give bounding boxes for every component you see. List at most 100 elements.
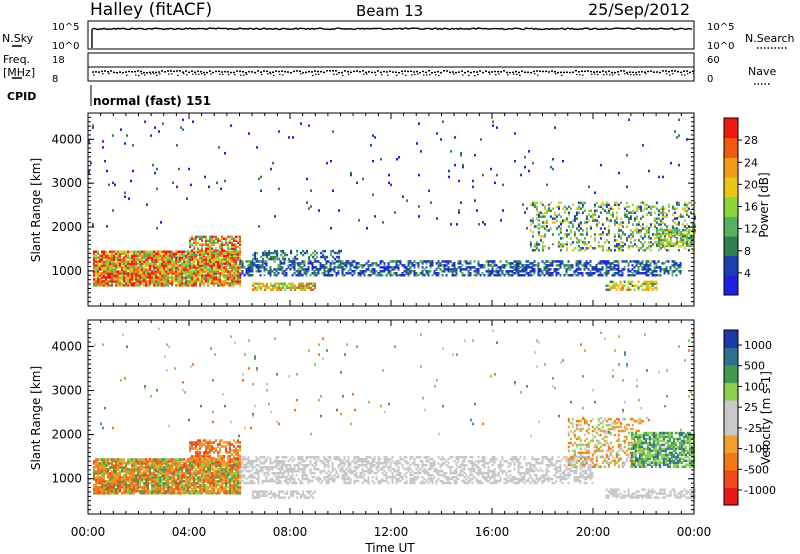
velocity-cell (137, 476, 140, 479)
velocity-cell (189, 466, 192, 469)
power-cell (249, 264, 252, 267)
power-cell (163, 260, 166, 263)
velocity-cell (143, 470, 146, 473)
freq-point (323, 71, 325, 74)
power-cell (123, 256, 126, 259)
velocity-cell (105, 460, 107, 463)
power-cell (559, 262, 562, 265)
power-cell (418, 173, 420, 177)
power-cell (599, 227, 602, 230)
velocity-cell (165, 464, 168, 467)
power-cell (682, 244, 685, 248)
power-cell (659, 266, 662, 269)
nave-point (228, 74, 230, 76)
power-cell (591, 266, 594, 269)
power-cell (231, 245, 233, 248)
power-cell (260, 255, 263, 259)
power-cell (101, 250, 103, 253)
power-cell (207, 284, 210, 287)
velocity-cell (151, 474, 154, 477)
power-cell (505, 264, 508, 267)
power-cell (103, 260, 105, 263)
power-cell (478, 223, 480, 226)
power-cell (265, 260, 268, 263)
power-cell (621, 249, 624, 252)
freq-point (482, 71, 484, 74)
power-cell (281, 262, 284, 265)
power-cell (167, 282, 170, 285)
power-cell (109, 278, 111, 281)
velocity-cell (107, 482, 109, 485)
power-cell (689, 201, 692, 205)
power-cell (183, 260, 186, 263)
power-cell (195, 274, 198, 277)
velocity-cell (93, 486, 95, 489)
power-cell (185, 260, 188, 263)
power-cell (639, 262, 642, 265)
power-cell (595, 201, 598, 205)
power-cell (637, 207, 640, 210)
power-cell (135, 254, 138, 257)
power-cell (615, 201, 618, 205)
velocity-cell (151, 490, 154, 493)
power-cell (135, 272, 138, 275)
power-cell (519, 266, 522, 269)
power-cell (161, 272, 164, 275)
power-cell (191, 264, 194, 267)
power-cell (323, 274, 326, 277)
power-cell (280, 249, 283, 253)
velocity-cell (201, 458, 204, 461)
power-cell (197, 241, 199, 244)
power-cell (105, 254, 107, 257)
power-cell (619, 270, 622, 273)
power-cell (181, 262, 184, 265)
power-cell (306, 282, 309, 285)
power-cell (223, 237, 225, 241)
power-cell (151, 256, 154, 259)
power-cell (619, 241, 622, 244)
power-cell (482, 221, 484, 224)
velocity-cell (181, 486, 184, 489)
velocity-cell (135, 470, 138, 473)
power-cell (119, 262, 121, 265)
power-cell (141, 262, 144, 265)
power-cell (313, 274, 316, 277)
power-cell (227, 251, 229, 254)
velocity-cell (95, 490, 97, 493)
power-cell (682, 240, 685, 244)
velocity-cell (141, 476, 144, 479)
power-cell (272, 286, 275, 289)
power-cell (629, 241, 632, 244)
power-cell (668, 242, 671, 246)
velocity-cell (117, 488, 119, 491)
power-cell (489, 260, 492, 263)
power-cell (215, 276, 218, 279)
power-cell (687, 215, 690, 218)
power-cell (105, 280, 107, 283)
power-cell (601, 223, 604, 226)
power-cell (653, 223, 656, 226)
power-cell (145, 264, 148, 267)
power-cell (155, 280, 158, 283)
power-cell (334, 251, 337, 255)
velocity-cell (187, 466, 190, 469)
velocity-cell (117, 462, 119, 465)
power-cell (542, 221, 544, 224)
power-cell (227, 253, 229, 256)
power-cell (141, 272, 144, 275)
power-cell (95, 274, 97, 277)
freq-point (569, 71, 571, 74)
power-cell (682, 242, 685, 246)
power-cell (197, 249, 199, 252)
power-cell (113, 264, 115, 267)
power-cell (535, 243, 538, 246)
power-cell (685, 209, 688, 212)
power-cell (637, 266, 640, 269)
power-cell (93, 260, 95, 263)
power-cell (379, 274, 382, 277)
power-cell (189, 264, 192, 267)
velocity-cell (165, 472, 168, 475)
power-cell (519, 260, 522, 263)
power-cell (627, 282, 630, 285)
velocity-cell (93, 484, 95, 487)
